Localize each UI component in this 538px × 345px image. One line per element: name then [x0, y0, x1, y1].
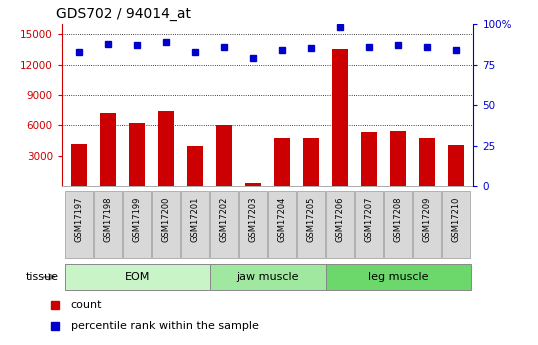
FancyBboxPatch shape [442, 191, 470, 258]
Bar [100, 113, 116, 186]
Text: GSM17203: GSM17203 [249, 197, 258, 243]
Bar [216, 126, 232, 186]
Bar [332, 49, 348, 186]
Text: percentile rank within the sample: percentile rank within the sample [70, 321, 258, 331]
FancyBboxPatch shape [181, 191, 209, 258]
Text: GSM17200: GSM17200 [162, 197, 171, 243]
Bar [72, 144, 87, 186]
Text: GSM17208: GSM17208 [394, 197, 402, 243]
Text: GSM17202: GSM17202 [220, 197, 229, 243]
FancyBboxPatch shape [413, 191, 441, 258]
Bar [187, 146, 203, 186]
FancyBboxPatch shape [65, 264, 210, 290]
Text: GSM17206: GSM17206 [336, 197, 345, 243]
Text: GSM17210: GSM17210 [451, 197, 461, 243]
Text: GSM17199: GSM17199 [133, 197, 141, 243]
Text: GSM17209: GSM17209 [422, 197, 431, 243]
FancyBboxPatch shape [152, 191, 180, 258]
Text: GSM17207: GSM17207 [365, 197, 373, 243]
Text: GSM17197: GSM17197 [75, 197, 84, 243]
Bar [274, 138, 290, 186]
Bar [245, 183, 261, 186]
FancyBboxPatch shape [65, 191, 93, 258]
FancyBboxPatch shape [268, 191, 296, 258]
Text: GSM17205: GSM17205 [307, 197, 316, 243]
Bar [448, 145, 464, 186]
Text: leg muscle: leg muscle [368, 272, 428, 282]
FancyBboxPatch shape [123, 191, 151, 258]
Bar [361, 131, 377, 186]
Text: GSM17198: GSM17198 [104, 197, 113, 243]
FancyBboxPatch shape [210, 191, 238, 258]
Text: GSM17201: GSM17201 [190, 197, 200, 243]
FancyBboxPatch shape [355, 191, 383, 258]
Bar [390, 130, 406, 186]
FancyBboxPatch shape [384, 191, 412, 258]
Bar [158, 111, 174, 186]
Text: EOM: EOM [124, 272, 150, 282]
Text: jaw muscle: jaw muscle [236, 272, 299, 282]
Text: count: count [70, 300, 102, 310]
FancyBboxPatch shape [325, 264, 471, 290]
Text: GSM17204: GSM17204 [278, 197, 287, 243]
FancyBboxPatch shape [210, 264, 325, 290]
FancyBboxPatch shape [94, 191, 122, 258]
Bar [303, 138, 319, 186]
Bar [419, 138, 435, 186]
Text: tissue: tissue [26, 272, 59, 282]
FancyBboxPatch shape [326, 191, 354, 258]
Text: GDS702 / 94014_at: GDS702 / 94014_at [56, 7, 192, 21]
Bar [129, 124, 145, 186]
FancyBboxPatch shape [239, 191, 267, 258]
FancyBboxPatch shape [297, 191, 325, 258]
